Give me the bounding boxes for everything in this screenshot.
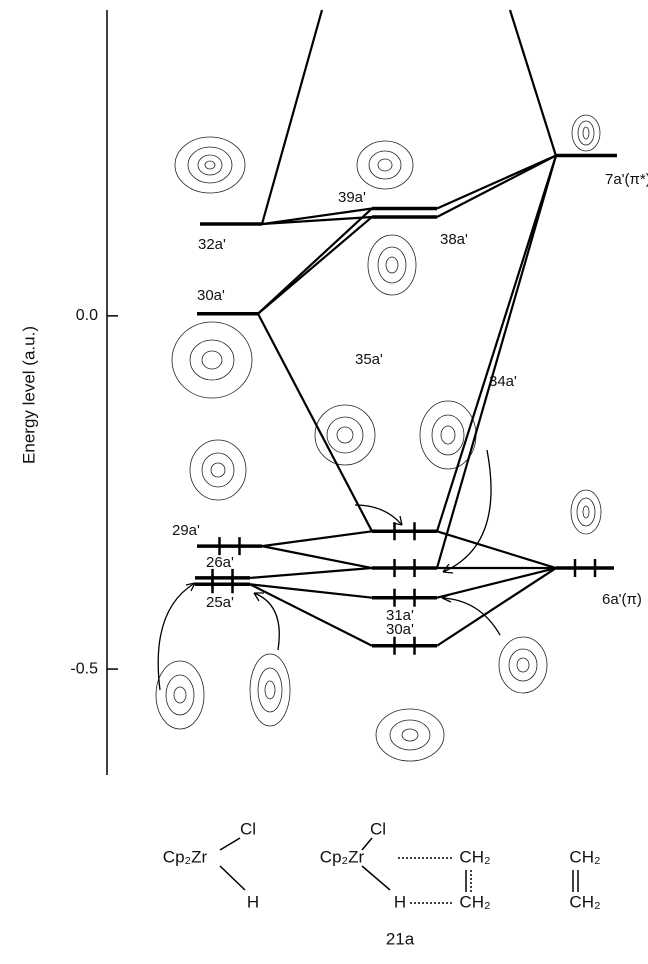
level-label: 35a' — [355, 351, 383, 368]
correlation-line — [262, 546, 372, 568]
level-label: 39a' — [338, 189, 366, 206]
level-label: 34a' — [489, 373, 517, 390]
correlation-line — [250, 584, 372, 645]
level-label: 32a' — [198, 236, 226, 253]
correlation-line — [258, 314, 372, 532]
level-label: 26a' — [206, 554, 234, 571]
fragment-label: Cp₂Zr — [163, 847, 208, 866]
correlation-line — [250, 568, 372, 578]
fragment-label: Cp₂Zr — [320, 847, 365, 866]
correlation-line — [262, 531, 372, 546]
level-label: 25a' — [206, 594, 234, 611]
atom-label: H — [247, 892, 259, 911]
correlation-line — [437, 568, 556, 646]
correlation-line — [437, 156, 556, 217]
level-label: 7a'(π*) — [605, 171, 648, 188]
level-label: 29a' — [172, 522, 200, 539]
fragment-label: CH₂ — [569, 892, 600, 911]
energy-diagram: Energy level (a.u.) Cl Cp₂Zr H Cl Cp₂Zr — [0, 0, 648, 964]
level-label: 6a'(π) — [602, 591, 642, 608]
level-label: 30a' — [386, 621, 414, 638]
correlation-line — [262, 10, 322, 224]
tick-label: -0.5 — [70, 660, 98, 677]
correlation-line — [262, 208, 372, 224]
tick-label: 0.0 — [76, 307, 98, 324]
fragment-label: CH₂ — [459, 892, 490, 911]
fragment-label: CH₂ — [459, 847, 490, 866]
correlation-line — [437, 531, 556, 568]
correlation-line — [250, 584, 372, 597]
compound-label: 21a — [386, 929, 415, 948]
axis-label: Energy level (a.u.) — [19, 326, 38, 464]
correlation-line — [258, 217, 372, 314]
fragment-label: CH₂ — [569, 847, 600, 866]
atom-label: H — [394, 892, 406, 911]
level-label: 38a' — [440, 231, 468, 248]
correlation-line — [437, 156, 556, 532]
atom-label: Cl — [370, 819, 386, 838]
atom-label: Cl — [240, 819, 256, 838]
correlation-line — [437, 156, 556, 209]
orbital-plots — [156, 115, 601, 761]
correlation-line — [437, 568, 556, 598]
level-label: 30a' — [197, 287, 225, 304]
correlation-line — [510, 10, 556, 156]
correlation-line — [437, 156, 556, 569]
